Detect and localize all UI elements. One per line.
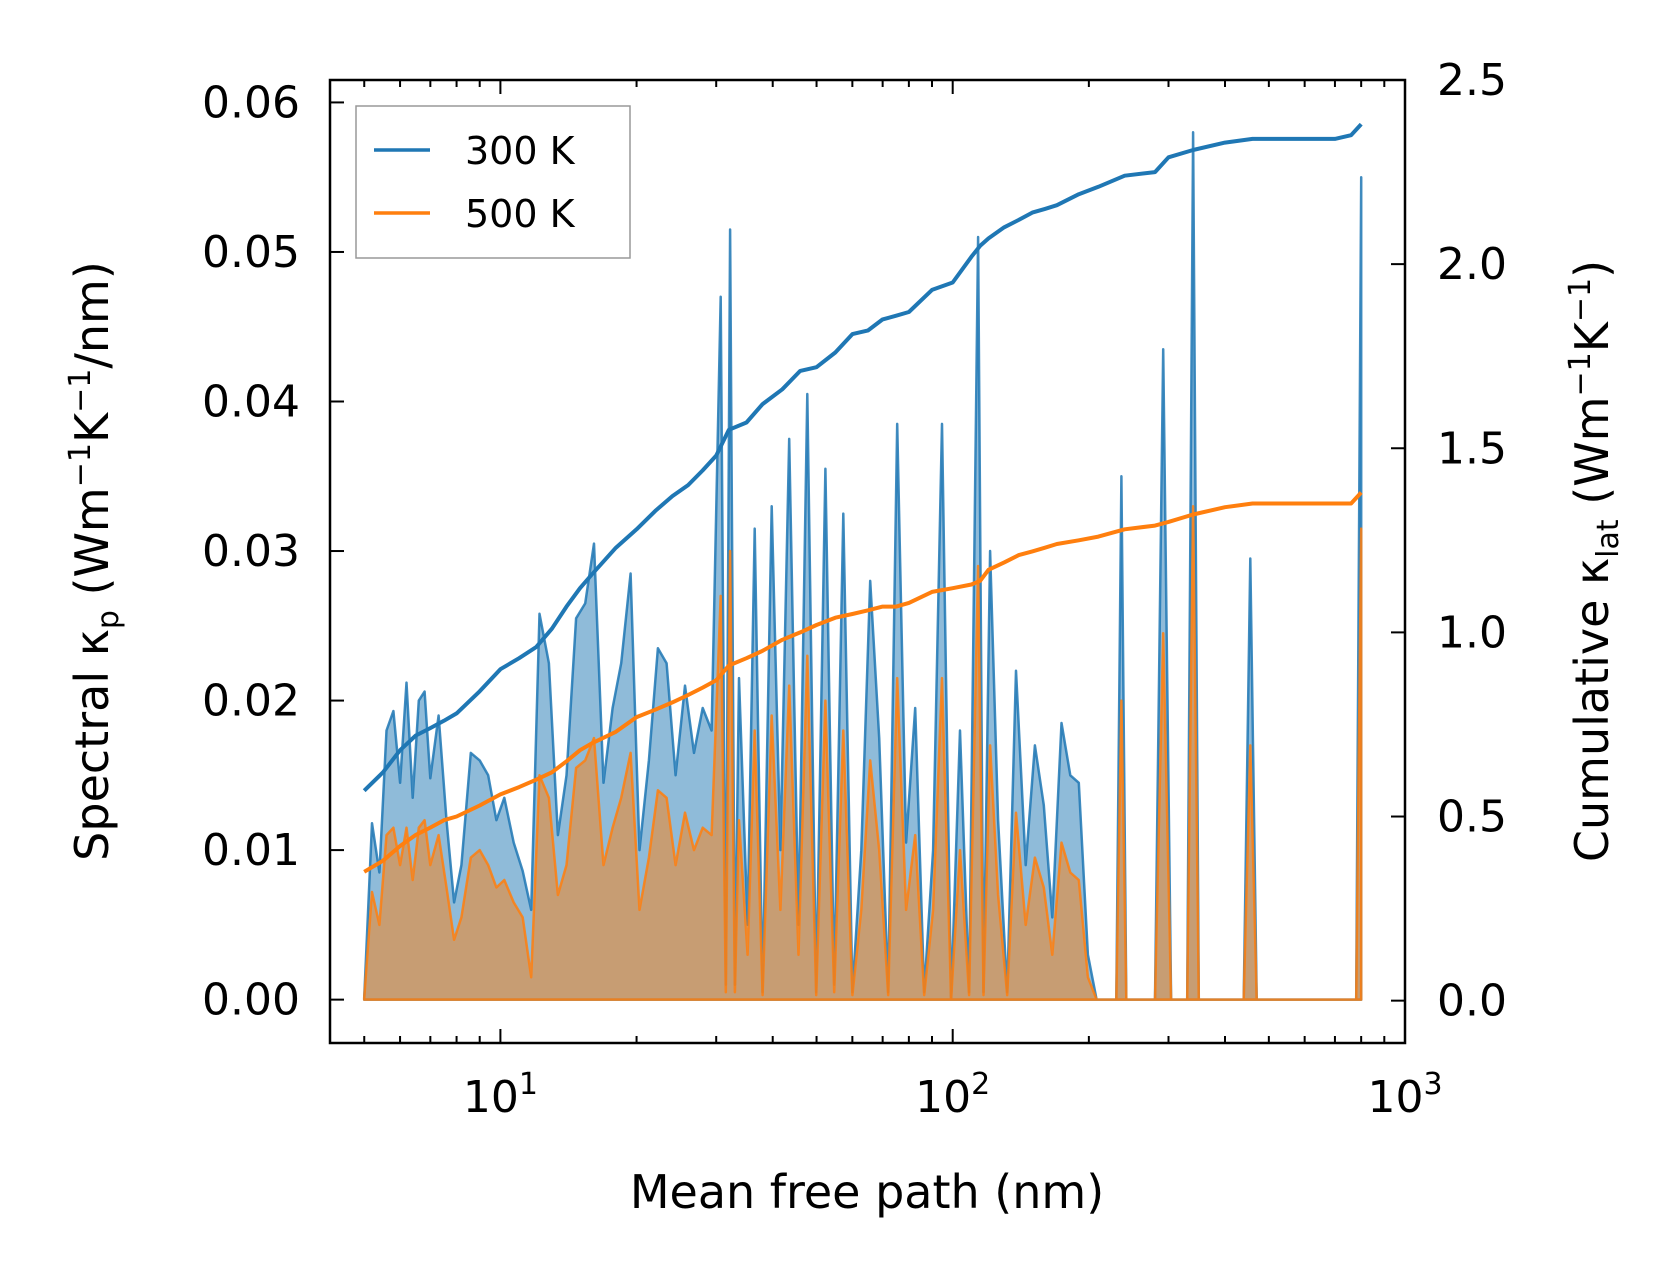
axis-ticks	[330, 79, 1406, 1043]
x-axis-title: Mean free path (nm)	[630, 1165, 1104, 1219]
plot-frame	[328, 78, 1407, 1045]
y-left-tick-label: 0.05	[202, 227, 300, 278]
y-left-tick-label: 0.06	[202, 77, 300, 128]
spectral-area-500k	[362, 504, 1363, 1001]
x-tick-label: 101	[463, 1067, 538, 1123]
x-tick-label: 103	[1367, 1067, 1442, 1123]
legend-label-500k: 500 K	[465, 192, 576, 236]
y-right-tick-label: 0.5	[1437, 792, 1507, 843]
y-left-tick-label: 0.03	[202, 526, 300, 577]
y-left-axis-title: Spectral κp (Wm−1K−1/nm)	[63, 261, 126, 861]
x-tick-label: 102	[915, 1067, 990, 1123]
tick-labels: 101 102 103 0.00 0.01 0.02 0.03 0.04 0.05 0.06 0.0…	[202, 55, 1507, 1123]
y-right-tick-label: 1.5	[1437, 423, 1507, 474]
y-right-tick-label: 2.0	[1437, 239, 1507, 290]
y-left-tick-label: 0.04	[202, 376, 300, 427]
y-right-tick-label: 1.0	[1437, 607, 1507, 658]
y-left-tick-label: 0.02	[202, 676, 300, 727]
data-lines	[362, 122, 1363, 874]
cumulative-line-500k	[363, 491, 1363, 874]
spectral-area-300k	[362, 131, 1363, 1001]
cumulative-line-300k	[362, 122, 1363, 793]
legend-box	[355, 105, 631, 259]
legend: 300 K 500 K	[355, 105, 631, 259]
y-right-tick-label: 2.5	[1437, 55, 1507, 106]
spectral-fills	[362, 131, 1363, 1001]
y-right-axis-title: Cumulative κlat (Wm−1K−1)	[1563, 260, 1626, 862]
y-left-tick-label: 0.01	[202, 825, 300, 876]
legend-label-300k: 300 K	[465, 129, 576, 173]
y-left-tick-label: 0.00	[202, 975, 300, 1026]
y-right-tick-label: 0.0	[1437, 976, 1507, 1027]
